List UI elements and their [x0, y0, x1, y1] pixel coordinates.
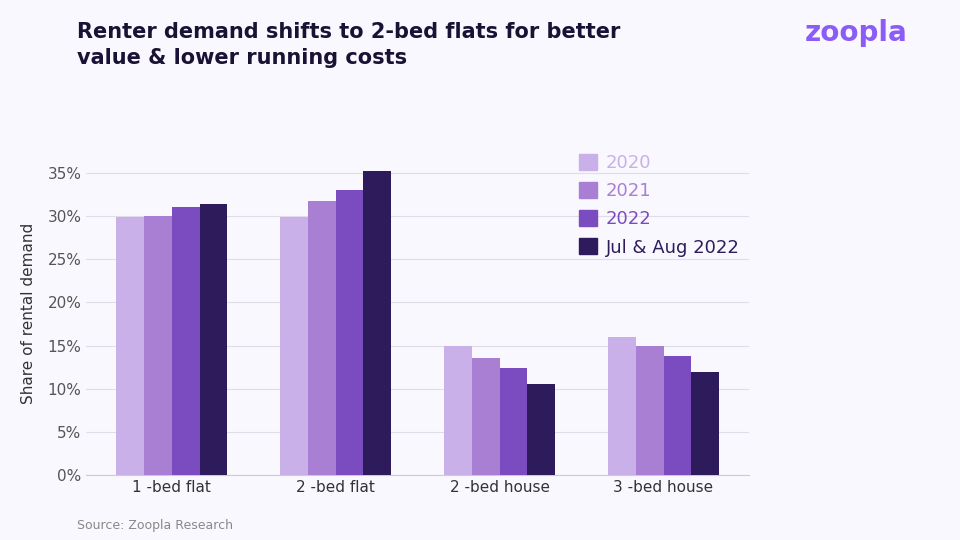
Text: zoopla: zoopla: [804, 19, 907, 47]
Bar: [172, 207, 200, 475]
Bar: [691, 372, 719, 475]
Bar: [200, 204, 228, 475]
Bar: [280, 217, 308, 475]
Bar: [499, 368, 527, 475]
Bar: [364, 171, 392, 475]
Y-axis label: Share of rental demand: Share of rental demand: [21, 222, 36, 404]
Text: Source: Zoopla Research: Source: Zoopla Research: [77, 519, 233, 532]
Bar: [527, 384, 555, 475]
Bar: [308, 201, 336, 475]
Bar: [336, 190, 364, 475]
Bar: [144, 216, 172, 475]
Text: Renter demand shifts to 2-bed flats for better
value & lower running costs: Renter demand shifts to 2-bed flats for …: [77, 22, 620, 68]
Bar: [116, 217, 144, 475]
Bar: [663, 356, 691, 475]
Legend: 2020, 2021, 2022, Jul & Aug 2022: 2020, 2021, 2022, Jul & Aug 2022: [579, 154, 740, 256]
Bar: [471, 357, 499, 475]
Bar: [444, 347, 471, 475]
Bar: [608, 337, 636, 475]
Bar: [636, 346, 663, 475]
